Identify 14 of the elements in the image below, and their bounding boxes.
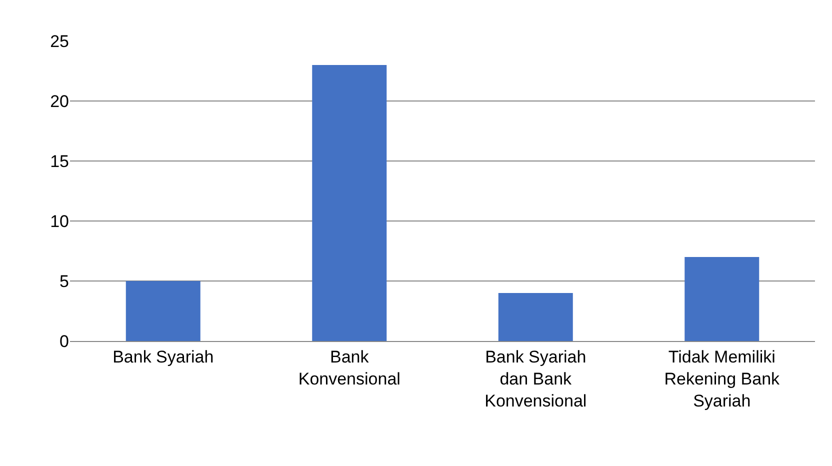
y-tick-label: 15 bbox=[50, 152, 69, 171]
x-tick-label: Tidak Memiliki Rekening Bank Syariah bbox=[664, 347, 780, 411]
y-tick-label: 10 bbox=[50, 212, 69, 231]
bar bbox=[684, 257, 760, 341]
y-tick-label: 20 bbox=[50, 92, 69, 111]
x-tick-label: Bank Syariah dan Bank Konvensional bbox=[484, 347, 587, 411]
bar bbox=[312, 65, 387, 341]
bar bbox=[498, 293, 573, 341]
y-tick-label: 5 bbox=[60, 272, 69, 291]
bar bbox=[126, 281, 200, 341]
y-tick-label: 25 bbox=[50, 32, 69, 51]
y-tick-label: 0 bbox=[60, 332, 69, 351]
x-tick-label: Bank Syariah bbox=[112, 347, 214, 366]
x-tick-label: Bank Konvensional bbox=[298, 347, 400, 388]
